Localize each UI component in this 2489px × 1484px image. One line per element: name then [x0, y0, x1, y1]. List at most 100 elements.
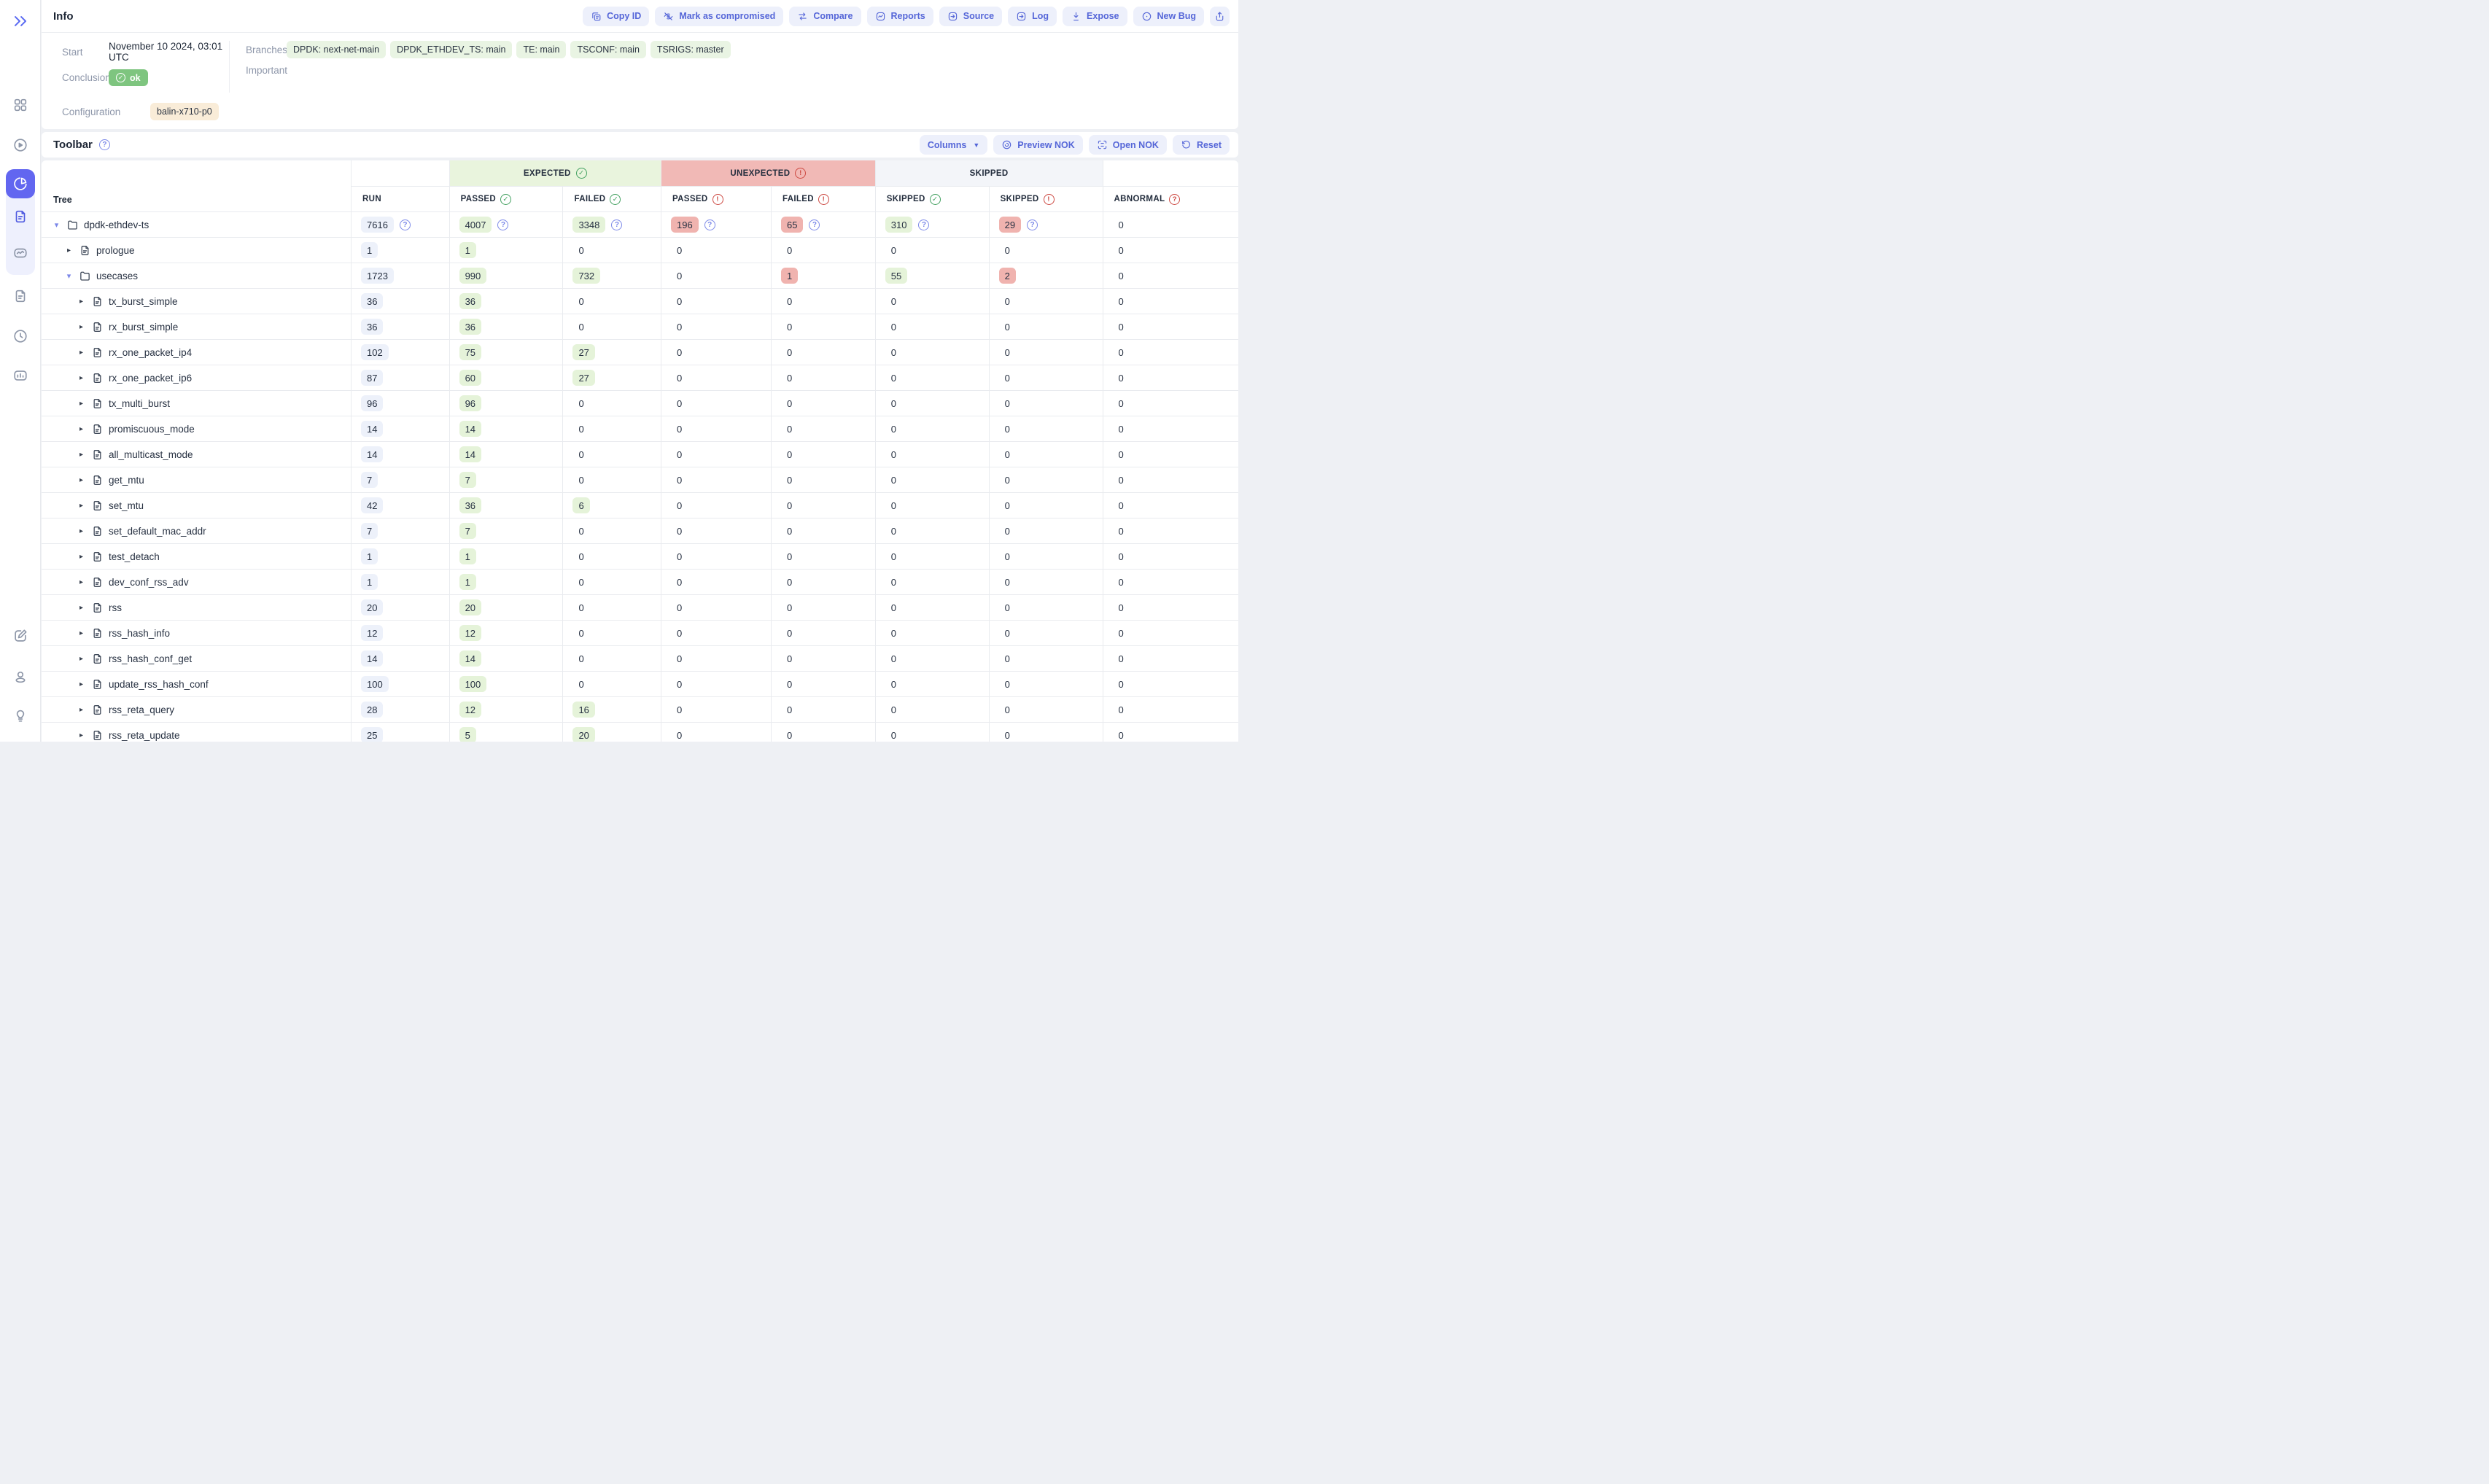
caret-right-icon[interactable]: ▸ — [79, 527, 84, 535]
copy-id-button[interactable]: Copy ID — [583, 6, 650, 26]
user-icon[interactable] — [12, 669, 28, 685]
open-nok-button[interactable]: Open NOK — [1088, 135, 1167, 155]
cell-skipped-unexpected: 0 — [990, 518, 1103, 543]
table-row-rx_one_packet_ip6[interactable]: ▸ rx_one_packet_ip6 87 60 27 0 0 0 0 0 — [42, 365, 1238, 391]
table-row-prologue[interactable]: ▸ prologue 1 1 0 0 0 0 0 0 — [42, 238, 1238, 263]
column-header-passed-unexpected[interactable]: PASSED! — [661, 186, 772, 211]
cell-abnormal: 0 — [1118, 295, 1124, 307]
caret-right-icon[interactable]: ▸ — [79, 654, 84, 663]
table-row-get_mtu[interactable]: ▸ get_mtu 7 7 0 0 0 0 0 0 — [42, 467, 1238, 493]
tree-item-label: rss_reta_query — [109, 704, 175, 715]
lightbulb-icon[interactable] — [12, 707, 28, 723]
table-row-tx_multi_burst[interactable]: ▸ tx_multi_burst 96 96 0 0 0 0 0 0 — [42, 391, 1238, 416]
caret-right-icon[interactable]: ▸ — [79, 680, 84, 688]
sidebar-item-result-doc[interactable] — [6, 198, 35, 235]
caret-right-icon[interactable]: ▸ — [79, 424, 84, 433]
table-row-dev_conf_rss_adv[interactable]: ▸ dev_conf_rss_adv 1 1 0 0 0 0 0 0 — [42, 570, 1238, 595]
column-header-skipped-unexpected[interactable]: SKIPPED! — [989, 186, 1103, 211]
caret-right-icon[interactable]: ▸ — [79, 399, 84, 408]
table-row-all_multicast_mode[interactable]: ▸ all_multicast_mode 14 14 0 0 0 0 0 0 — [42, 442, 1238, 467]
caret-right-icon[interactable]: ▸ — [66, 246, 71, 255]
log-button[interactable]: Log — [1008, 6, 1057, 26]
cell-skipped-expected: 0 — [876, 518, 990, 543]
help-circle-icon[interactable]: ? — [809, 219, 820, 230]
help-circle-icon[interactable]: ? — [704, 219, 715, 230]
caret-right-icon[interactable]: ▸ — [79, 373, 84, 382]
source-button[interactable]: Source — [939, 6, 1003, 26]
document-icon[interactable] — [12, 288, 28, 304]
help-circle-icon[interactable]: ? — [611, 219, 623, 230]
column-header-skipped-expected[interactable]: SKIPPED ✓ — [875, 186, 990, 211]
caret-right-icon[interactable]: ▸ — [79, 475, 84, 484]
caret-right-icon[interactable]: ▸ — [79, 501, 84, 510]
compare-icon — [797, 11, 808, 22]
table-row-usecases[interactable]: ▾ usecases 1723 990 732 0 1 55 2 0 — [42, 263, 1238, 289]
column-header-passed-expected[interactable]: PASSED ✓ — [449, 186, 564, 211]
table-row-rss_hash_conf_get[interactable]: ▸ rss_hash_conf_get 14 14 0 0 0 0 0 0 — [42, 646, 1238, 672]
column-header-failed-unexpected[interactable]: FAILED! — [771, 186, 876, 211]
table-row-test_detach[interactable]: ▸ test_detach 1 1 0 0 0 0 0 0 — [42, 544, 1238, 570]
caret-down-icon[interactable]: ▾ — [54, 220, 59, 230]
preview-nok-button[interactable]: Preview NOK — [993, 135, 1083, 155]
grid-icon[interactable] — [12, 97, 28, 113]
cell-failed-expected: 0 — [563, 646, 661, 671]
table-row-update_rss_hash_conf[interactable]: ▸ update_rss_hash_conf 100 100 0 0 0 0 0 0 — [42, 672, 1238, 697]
table-row-rx_one_packet_ip4[interactable]: ▸ rx_one_packet_ip4 102 75 27 0 0 0 0 0 — [42, 340, 1238, 365]
cell-skipped-expected: 0 — [876, 365, 990, 390]
caret-right-icon[interactable]: ▸ — [79, 603, 84, 612]
table-row-promiscuous_mode[interactable]: ▸ promiscuous_mode 14 14 0 0 0 0 0 0 — [42, 416, 1238, 442]
help-circle-icon[interactable]: ? — [1027, 219, 1038, 230]
table-row-rss_hash_info[interactable]: ▸ rss_hash_info 12 12 0 0 0 0 0 0 — [42, 621, 1238, 646]
table-row-rss_reta_update[interactable]: ▸ rss_reta_update 25 5 20 0 0 0 0 0 — [42, 723, 1238, 742]
expose-button[interactable]: Expose — [1063, 6, 1127, 26]
table-row-set_default_mac_addr[interactable]: ▸ set_default_mac_addr 7 7 0 0 0 0 0 0 — [42, 518, 1238, 544]
cell-failed-unexpected: 0 — [772, 365, 876, 390]
edit-icon[interactable] — [12, 628, 28, 644]
table-row-set_mtu[interactable]: ▸ set_mtu 42 36 6 0 0 0 0 0 — [42, 493, 1238, 518]
new-bug-button[interactable]: New Bug — [1133, 6, 1204, 26]
cell-failed-unexpected: 0 — [772, 238, 876, 263]
cell-passed-unexpected: 0 — [661, 416, 772, 441]
share-button[interactable] — [1210, 6, 1230, 26]
reset-button[interactable]: Reset — [1172, 135, 1230, 155]
caret-right-icon[interactable]: ▸ — [79, 705, 84, 714]
bar-chart-icon[interactable] — [12, 368, 28, 384]
table-row-rss[interactable]: ▸ rss 20 20 0 0 0 0 0 0 — [42, 595, 1238, 621]
table-row-dpdk-ethdev-ts[interactable]: ▾ dpdk-ethdev-ts 7616? 4007? 3348? 196? 65? 310… — [42, 212, 1238, 238]
play-circle-icon[interactable] — [12, 137, 28, 153]
columns-button[interactable]: Columns ▼ — [919, 135, 988, 155]
tree-column-header[interactable]: Tree — [42, 160, 352, 211]
caret-right-icon[interactable]: ▸ — [79, 629, 84, 637]
mark-as-compromised-button[interactable]: Mark as compromised — [655, 6, 784, 26]
table-row-rss_reta_query[interactable]: ▸ rss_reta_query 28 12 16 0 0 0 0 0 — [42, 697, 1238, 723]
cell-abnormal: 0 — [1118, 448, 1124, 460]
help-circle-icon[interactable]: ? — [918, 219, 930, 230]
branch-chip: TSRIGS: master — [650, 41, 731, 58]
caret-right-icon[interactable]: ▸ — [79, 731, 84, 739]
table-row-tx_burst_simple[interactable]: ▸ tx_burst_simple 36 36 0 0 0 0 0 0 — [42, 289, 1238, 314]
column-header-failed-expected[interactable]: FAILED ✓ — [563, 186, 661, 211]
help-circle-icon[interactable]: ? — [399, 219, 411, 230]
caret-right-icon[interactable]: ▸ — [79, 322, 84, 331]
eye-off-icon — [663, 11, 674, 22]
help-circle-icon[interactable]: ? — [98, 139, 110, 150]
caret-right-icon[interactable]: ▸ — [79, 578, 84, 586]
column-header-run[interactable]: RUN — [352, 186, 450, 211]
file-icon — [91, 576, 104, 588]
compare-button[interactable]: Compare — [789, 6, 861, 26]
caret-right-icon[interactable]: ▸ — [79, 450, 84, 459]
caret-right-icon[interactable]: ▸ — [79, 552, 84, 561]
help-circle-icon[interactable]: ? — [497, 219, 509, 230]
caret-right-icon[interactable]: ▸ — [79, 297, 84, 306]
double-chevron-icon[interactable] — [11, 12, 30, 31]
reports-button[interactable]: Reports — [866, 6, 933, 26]
caret-down-icon[interactable]: ▾ — [66, 271, 71, 281]
caret-right-icon[interactable]: ▸ — [79, 348, 84, 357]
file-icon — [91, 602, 104, 614]
clock-icon[interactable] — [12, 328, 28, 344]
column-header-abnormal[interactable]: ABNORMAL? — [1103, 186, 1238, 211]
branch-chip: TE: main — [516, 41, 567, 58]
table-row-rx_burst_simple[interactable]: ▸ rx_burst_simple 36 36 0 0 0 0 0 0 — [42, 314, 1238, 340]
sidebar-item-trends[interactable] — [6, 235, 35, 271]
sidebar-item-results[interactable] — [6, 169, 35, 198]
